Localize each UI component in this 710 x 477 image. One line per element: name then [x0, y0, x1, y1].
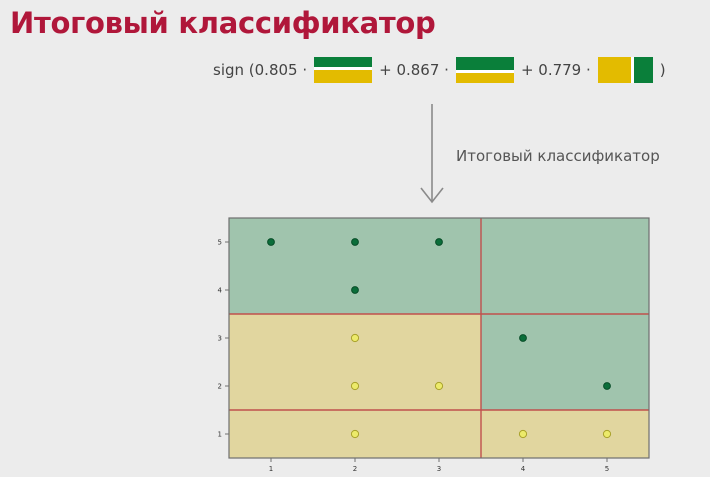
y-tick-label: 4: [218, 287, 223, 295]
point-green: [351, 238, 359, 246]
y-tick-label: 2: [218, 383, 222, 391]
region-yellow-4: [481, 410, 649, 458]
x-tick-label: 4: [521, 465, 526, 473]
classifier-plot: 1 2 3 4 5 1 2 3 4 5: [218, 217, 650, 473]
point-green: [603, 382, 611, 390]
x-tick-label: 5: [605, 465, 609, 473]
down-arrow-icon: [420, 104, 444, 204]
formula-term-2: + 0.867 ·: [379, 61, 449, 79]
formula-suffix: ): [659, 61, 666, 79]
formula-prefix: sign (0.805 ·: [213, 61, 308, 79]
point-green: [351, 286, 359, 294]
x-tick-label: 2: [353, 465, 357, 473]
page-title: Итоговый классификатор: [10, 6, 436, 40]
formula: sign (0.805 · + 0.867 · + 0.779 · ): [210, 55, 669, 85]
region-green-0: [229, 218, 649, 314]
point-green: [267, 238, 275, 246]
point-green: [435, 238, 443, 246]
point-yellow: [602, 429, 612, 439]
x-tick-label: 3: [437, 465, 441, 473]
arrow-label: Итоговый классификатор: [456, 147, 660, 165]
point-yellow: [350, 381, 360, 391]
point-yellow: [350, 333, 360, 343]
y-tick-label: 1: [218, 431, 222, 439]
formula-term-3: + 0.779 ·: [520, 61, 591, 79]
point-green: [519, 334, 527, 342]
split-horizontal-glyph: [314, 57, 373, 83]
split-horizontal-glyph-2: [455, 57, 514, 83]
y-tick-label: 5: [218, 239, 222, 247]
region-green-3: [481, 314, 649, 410]
y-tick-label: 3: [218, 335, 222, 343]
region-yellow-1: [229, 314, 481, 410]
point-yellow: [350, 429, 360, 439]
point-yellow: [518, 429, 528, 439]
point-yellow: [434, 381, 444, 391]
x-tick-label: 1: [269, 465, 273, 473]
split-vertical-glyph: [597, 57, 653, 83]
